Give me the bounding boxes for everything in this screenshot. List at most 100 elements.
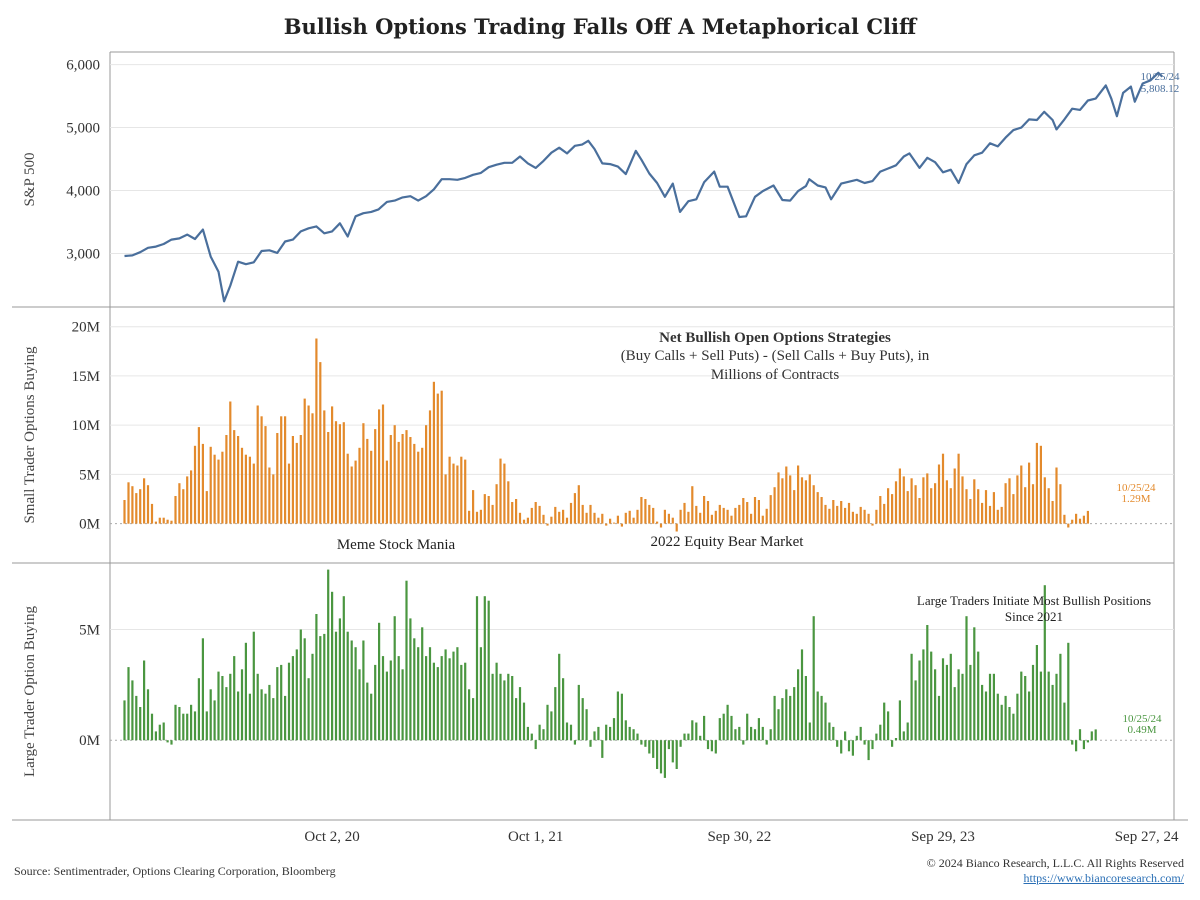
large-trader-bar xyxy=(816,691,819,741)
small-trader-bar xyxy=(1067,523,1070,528)
large-trader-bar xyxy=(190,704,193,741)
large-trader-bar xyxy=(413,638,416,741)
large-trader-bar xyxy=(1090,731,1093,741)
small-trader-bar xyxy=(969,499,972,524)
small-trader-bar xyxy=(1035,442,1038,524)
small-trader-bar xyxy=(793,490,796,524)
website-link[interactable]: https://www.biancoresearch.com/ xyxy=(1023,871,1184,885)
large-trader-bar xyxy=(174,704,177,741)
small-trader-bar xyxy=(237,436,240,524)
small-trader-bar xyxy=(248,456,251,524)
large-trader-bar xyxy=(385,671,388,741)
small-trader-bar xyxy=(397,441,400,524)
annotation-large: Large Traders Initiate Most Bullish Posi… xyxy=(917,593,1151,608)
small-trader-bar xyxy=(440,390,443,524)
small-trader-bar xyxy=(808,474,811,524)
large-trader-bar xyxy=(957,669,960,741)
small-trader-bar xyxy=(515,499,518,524)
large-trader-bar xyxy=(205,711,208,741)
small-trader-bar xyxy=(518,512,522,524)
large-trader-bar xyxy=(757,718,760,741)
large-trader-bar xyxy=(652,740,655,758)
large-trader-bar xyxy=(307,678,310,741)
small-trader-bar xyxy=(507,481,510,524)
small-trader-bar xyxy=(934,483,937,524)
large-trader-bar xyxy=(789,695,792,741)
large-trader-bar xyxy=(996,693,999,741)
small-trader-bar xyxy=(589,504,592,524)
small-trader-bar xyxy=(127,482,130,524)
large-trader-bar xyxy=(264,693,267,741)
small-trader-bar xyxy=(315,338,318,524)
small-trader-bar xyxy=(863,509,866,524)
large-trader-bar xyxy=(209,689,212,741)
end-value-label: 5,808.12 xyxy=(1141,83,1180,95)
small-trader-bar xyxy=(898,468,901,524)
y-axis-title: S&P 500 xyxy=(22,152,38,206)
y-tick-label: 5M xyxy=(79,622,100,638)
large-trader-bar xyxy=(182,713,185,741)
large-trader-bar xyxy=(922,649,925,741)
small-trader-bar xyxy=(605,523,608,526)
large-trader-bar xyxy=(883,702,886,741)
small-trader-bar xyxy=(472,490,475,524)
small-trader-bar xyxy=(1071,519,1074,524)
small-trader-bar xyxy=(683,502,686,524)
panel-frames xyxy=(12,51,1188,821)
small-trader-bar xyxy=(143,478,146,524)
small-trader-bar xyxy=(221,451,224,524)
large-trader-bar xyxy=(1078,729,1082,741)
large-trader-bar xyxy=(428,647,432,741)
small-trader-bar xyxy=(726,509,729,524)
small-trader-bar xyxy=(695,505,698,524)
small-trader-bar xyxy=(378,409,381,524)
small-trader-bar xyxy=(757,500,760,524)
large-trader-bar xyxy=(464,662,467,741)
x-tick-label: Sep 30, 22 xyxy=(707,829,771,845)
large-trader-bar xyxy=(534,740,537,750)
small-trader-bar xyxy=(593,512,596,524)
large-trader-bar xyxy=(323,633,326,741)
large-trader-bar xyxy=(585,709,588,741)
small-trader-bar xyxy=(847,502,851,524)
small-trader-bar xyxy=(573,493,576,524)
small-trader-bar xyxy=(636,509,639,524)
large-trader-bar xyxy=(479,647,482,741)
large-trader-panel: 0M 5M Large Trader Option Buying Large Trad… xyxy=(22,569,1162,778)
large-trader-bar xyxy=(930,651,933,741)
small-trader-bar xyxy=(350,466,353,524)
small-trader-bar xyxy=(417,451,420,524)
small-trader-bar xyxy=(569,502,573,524)
small-trader-bar xyxy=(158,517,161,524)
small-trader-bar xyxy=(534,502,537,524)
small-trader-bar xyxy=(393,425,396,524)
small-trader-bar xyxy=(1059,484,1062,524)
large-trader-bar xyxy=(628,726,631,741)
large-trader-bar xyxy=(1000,704,1003,741)
large-trader-bar xyxy=(472,698,475,741)
large-trader-bar xyxy=(648,740,651,754)
large-trader-bar xyxy=(718,718,721,741)
large-trader-bar xyxy=(992,673,995,741)
large-trader-bar xyxy=(640,740,643,745)
large-trader-bar xyxy=(1063,702,1066,741)
large-trader-bar xyxy=(891,740,894,747)
small-trader-bar xyxy=(753,497,757,524)
small-trader-bar xyxy=(648,504,651,524)
small-trader-bar xyxy=(918,498,921,524)
small-trader-bar xyxy=(530,507,533,524)
y-axis-title: Large Trader Option Buying xyxy=(22,606,38,777)
small-trader-bar xyxy=(554,506,557,524)
small-trader-bar xyxy=(836,505,839,524)
large-trader-bar xyxy=(562,678,565,741)
large-trader-bar xyxy=(859,726,862,741)
large-trader-bar xyxy=(1028,691,1031,741)
x-tick-label: Sep 29, 23 xyxy=(911,829,975,845)
small-trader-bar xyxy=(652,507,655,524)
large-trader-bar xyxy=(158,724,161,741)
small-trader-bar xyxy=(828,508,831,524)
small-trader-bar xyxy=(327,432,330,524)
small-trader-bar xyxy=(988,505,992,524)
small-trader-bar xyxy=(659,523,663,528)
small-trader-bar xyxy=(268,467,271,524)
